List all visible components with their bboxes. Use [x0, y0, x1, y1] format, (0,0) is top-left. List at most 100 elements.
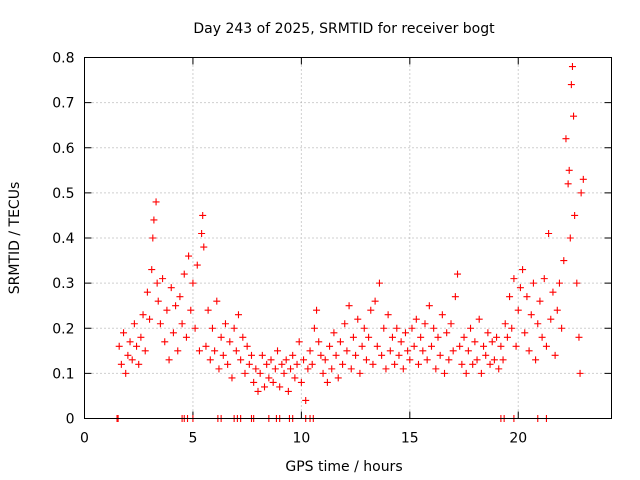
- data-point: [577, 189, 585, 197]
- data-point: [538, 333, 546, 341]
- data-point: [300, 356, 308, 364]
- data-point: [412, 315, 420, 323]
- data-point: [434, 333, 442, 341]
- data-point: [345, 302, 353, 310]
- data-point: [571, 211, 579, 219]
- data-point: [230, 324, 238, 332]
- data-point: [445, 356, 453, 364]
- data-point: [356, 369, 364, 377]
- data-point: [295, 338, 303, 346]
- data-point: [401, 329, 409, 337]
- data-point: [488, 338, 496, 346]
- data-point: [449, 347, 457, 355]
- data-point: [206, 356, 214, 364]
- x-axis-label: GPS time / hours: [285, 459, 402, 475]
- data-point: [395, 351, 403, 359]
- data-point: [399, 365, 407, 373]
- data-point: [226, 338, 234, 346]
- data-point: [115, 342, 123, 350]
- data-point: [438, 311, 446, 319]
- data-point: [523, 293, 531, 301]
- data-point: [167, 284, 175, 292]
- data-point: [199, 211, 207, 219]
- data-point: [156, 320, 164, 328]
- data-point: [501, 320, 509, 328]
- data-point: [150, 216, 158, 224]
- data-point: [432, 365, 440, 373]
- data-point: [391, 360, 399, 368]
- data-point: [503, 333, 511, 341]
- y-tick-label: 0.1: [52, 366, 74, 382]
- data-point: [521, 329, 529, 337]
- data-point: [213, 297, 221, 305]
- data-point: [159, 275, 167, 283]
- data-point: [510, 275, 518, 283]
- data-point: [471, 338, 479, 346]
- y-tick-label: 0.5: [52, 186, 74, 202]
- data-point: [352, 351, 360, 359]
- data-point: [182, 333, 190, 341]
- data-point: [408, 324, 416, 332]
- data-point: [570, 112, 578, 120]
- data-point: [421, 320, 429, 328]
- data-point: [287, 365, 295, 373]
- data-point: [146, 315, 154, 323]
- data-point: [252, 365, 260, 373]
- data-point: [304, 365, 312, 373]
- data-point: [334, 374, 342, 382]
- data-point: [425, 302, 433, 310]
- data-point: [397, 338, 405, 346]
- data-point: [542, 342, 550, 350]
- data-point: [493, 333, 501, 341]
- data-point: [367, 306, 375, 314]
- data-point: [149, 234, 157, 242]
- data-point: [217, 333, 225, 341]
- plot-frame: [84, 57, 612, 419]
- data-point: [534, 320, 542, 328]
- data-point: [237, 356, 245, 364]
- data-point: [247, 351, 255, 359]
- data-point: [562, 135, 570, 143]
- data-point: [551, 351, 559, 359]
- data-point: [565, 166, 573, 174]
- data-point: [545, 229, 553, 237]
- data-point: [343, 347, 351, 355]
- data-point: [458, 360, 466, 368]
- data-point: [137, 333, 145, 341]
- x-tick-labels: 0 5 10 15 20: [80, 431, 527, 447]
- y-axis-label: SRMTID / TECUs: [7, 182, 23, 295]
- data-point: [566, 234, 574, 242]
- data-point: [447, 320, 455, 328]
- data-point: [486, 360, 494, 368]
- data-point: [549, 288, 557, 296]
- data-point: [410, 342, 418, 350]
- data-point: [362, 356, 370, 364]
- data-point: [378, 351, 386, 359]
- x-tick-label: 0: [80, 431, 89, 447]
- data-point: [215, 365, 223, 373]
- data-point: [553, 306, 561, 314]
- data-point: [128, 356, 136, 364]
- data-point: [122, 369, 130, 377]
- data-point: [564, 180, 572, 188]
- data-point: [380, 324, 388, 332]
- data-point: [221, 320, 229, 328]
- data-point: [404, 347, 412, 355]
- data-point: [169, 329, 177, 337]
- data-point: [475, 315, 483, 323]
- data-point: [341, 320, 349, 328]
- data-point: [278, 360, 286, 368]
- data-point: [133, 342, 141, 350]
- data-point: [454, 270, 462, 278]
- data-point: [360, 324, 368, 332]
- data-point: [161, 338, 169, 346]
- data-point: [427, 342, 435, 350]
- data-point: [441, 369, 449, 377]
- data-point: [555, 279, 563, 287]
- data-point: [302, 396, 310, 404]
- data-point: [191, 324, 199, 332]
- data-point: [456, 342, 464, 350]
- data-point: [250, 378, 258, 386]
- y-tick-label: 0.2: [52, 321, 74, 337]
